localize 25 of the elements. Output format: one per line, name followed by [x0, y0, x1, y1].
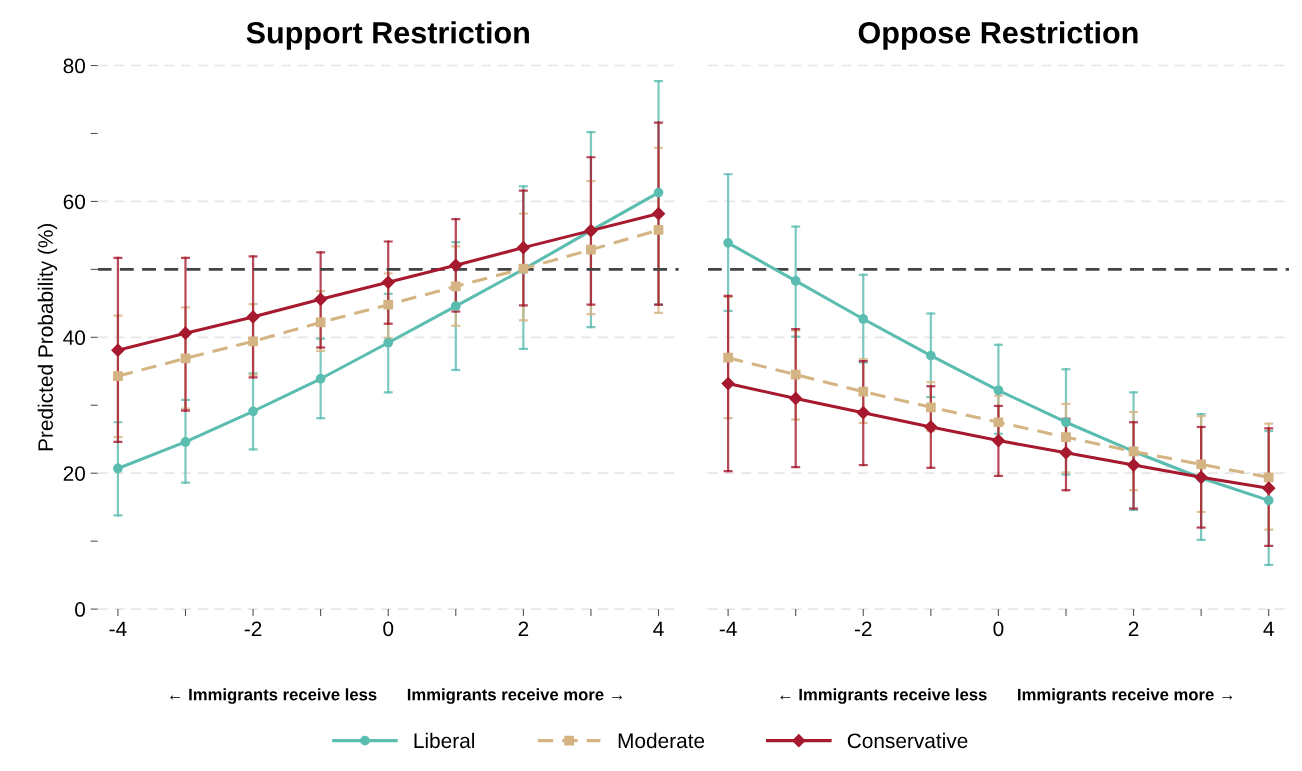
y-tick-label: 20	[63, 466, 86, 481]
legend-label: Liberal	[414, 732, 475, 749]
y-tick-label: 80	[63, 58, 86, 74]
x-tick-label: 0	[383, 621, 394, 637]
chart-title: Support Restriction	[246, 21, 529, 50]
x-tick-label: 2	[1128, 621, 1139, 636]
x-tick-label: -2	[854, 621, 872, 636]
y-tick-label: 60	[63, 194, 86, 210]
x-tick-label: 0	[993, 621, 1004, 637]
legend-label: Moderate	[618, 732, 705, 749]
text: ← Immigrants receive less	[170, 688, 377, 704]
x-tick-label: -4	[109, 621, 127, 636]
y-axis-title: Predicted Probability (%)	[37, 223, 58, 451]
text: Immigrants receive more →	[407, 688, 622, 704]
x-tick-label: 2	[518, 621, 529, 636]
y-tick-label: 40	[63, 330, 86, 346]
legend-label: Conservative	[847, 732, 968, 749]
x-tick-label: 4	[1263, 621, 1274, 636]
chart-title: Oppose Restriction	[858, 21, 1138, 50]
y-tick-label: 0	[75, 602, 86, 617]
text: ← Immigrants receive less	[780, 688, 987, 704]
x-tick-label: -4	[719, 621, 737, 636]
x-tick-label: 4	[653, 621, 664, 636]
x-tick-label: -2	[244, 621, 262, 636]
text: Immigrants receive more →	[1018, 688, 1233, 704]
